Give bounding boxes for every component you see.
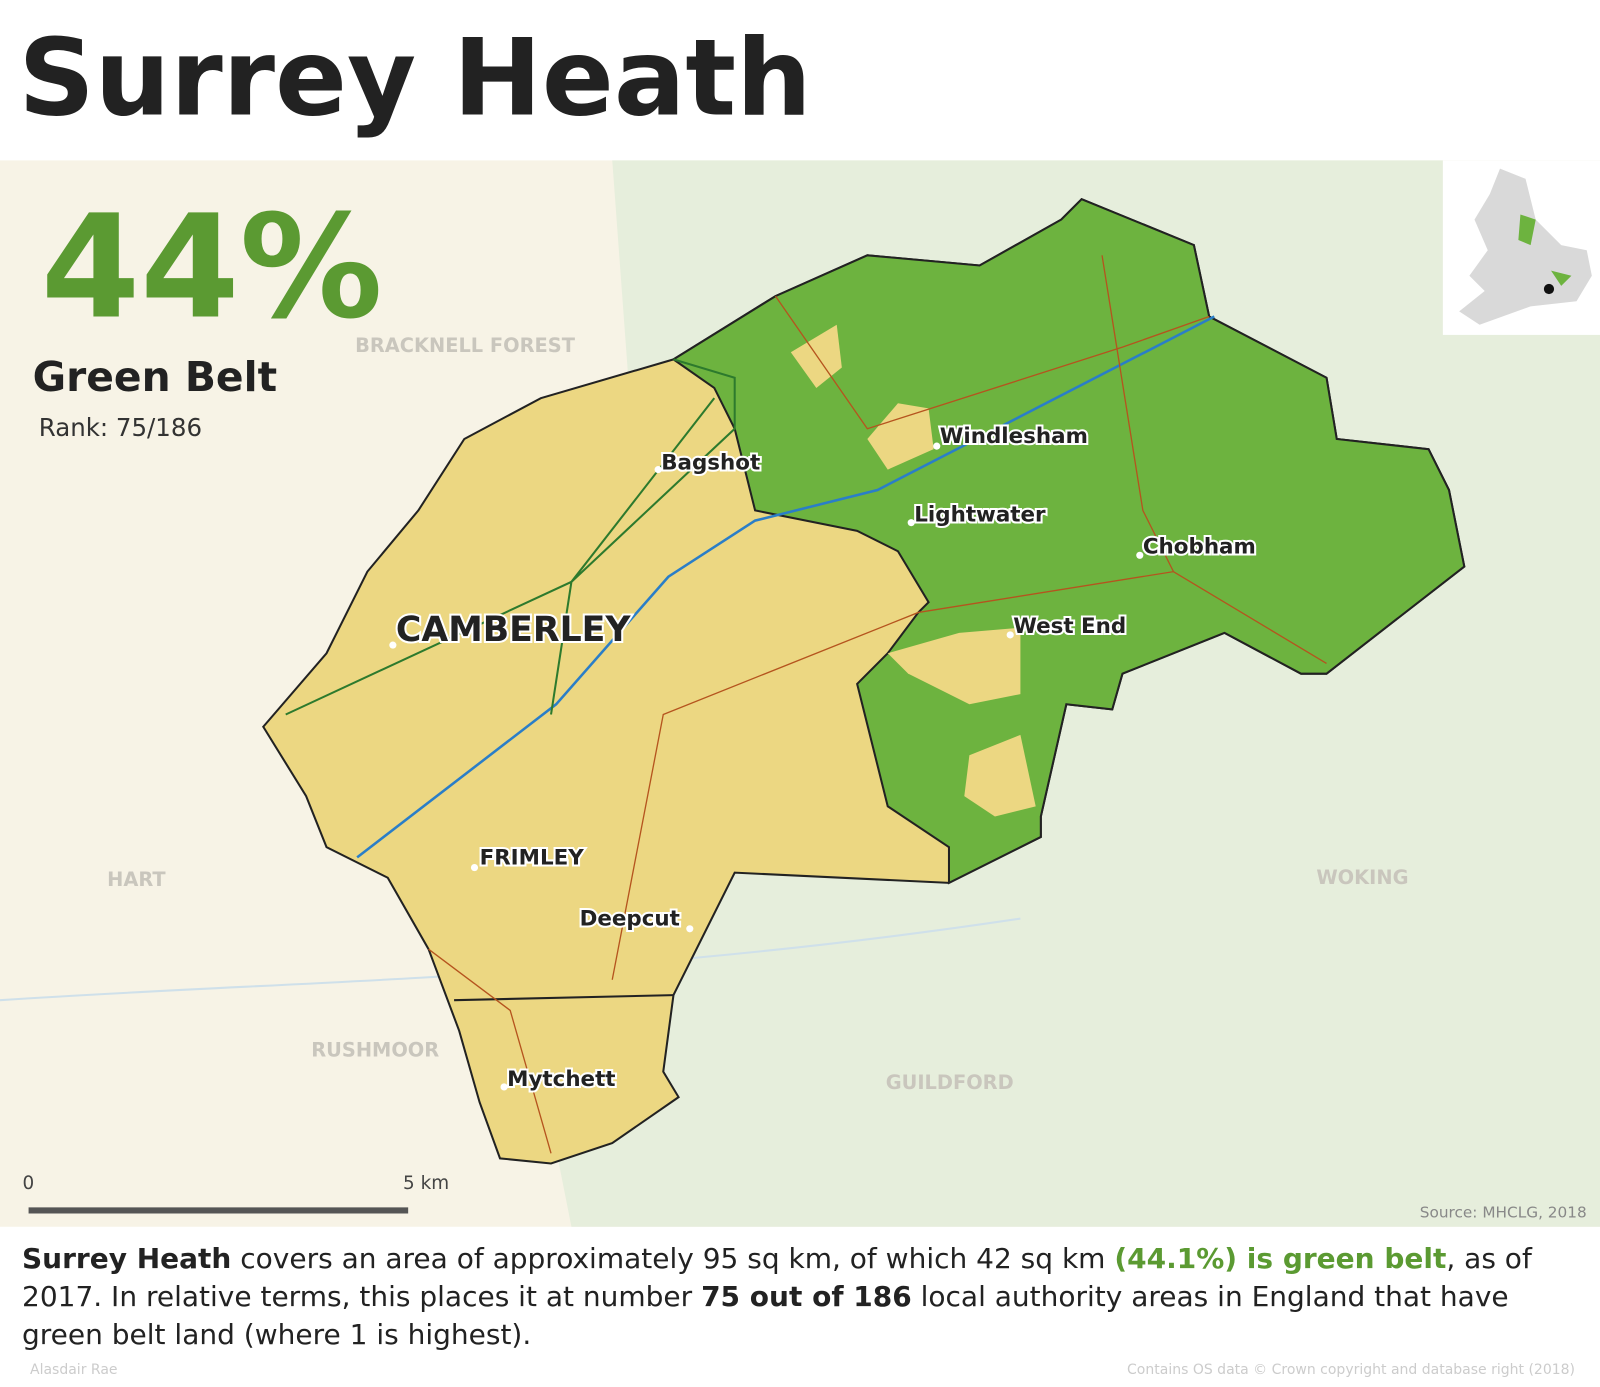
place-label: Deepcut bbox=[580, 907, 680, 932]
inset-england bbox=[1459, 168, 1592, 325]
green-belt bbox=[671, 197, 1466, 885]
copyright: Contains OS data © Crown copyright and d… bbox=[1127, 1362, 1575, 1378]
place-label: Bagshot bbox=[661, 451, 760, 476]
road bbox=[285, 358, 736, 716]
description-part: 75 out of 186 bbox=[701, 1280, 912, 1313]
rank: Rank: 75/186 bbox=[39, 413, 202, 442]
place-label: Lightwater bbox=[914, 503, 1046, 528]
description-part: , as of 2017. In relative terms, this pl… bbox=[22, 1242, 1532, 1313]
town-dots bbox=[389, 442, 1144, 1091]
urban-area bbox=[964, 734, 1036, 817]
description: Surrey Heath covers an area of approxima… bbox=[22, 1240, 1562, 1354]
description-part: local authority areas in England that ha… bbox=[22, 1280, 1509, 1351]
place-label: CAMBERLEY bbox=[396, 610, 631, 650]
stat-value: 44% bbox=[41, 184, 383, 351]
scale-label: 5 km bbox=[403, 1173, 449, 1194]
neighbour-label: RUSHMOOR bbox=[311, 1038, 439, 1061]
place-label: Chobham bbox=[1143, 534, 1256, 559]
neighbour-label: BRACKNELL FOREST bbox=[355, 334, 576, 357]
urban-area bbox=[887, 627, 1021, 705]
description-part: (44.1%) is green belt bbox=[1114, 1242, 1447, 1275]
place-label: West End bbox=[1013, 614, 1126, 639]
urban-area bbox=[867, 403, 934, 470]
railway bbox=[356, 315, 1215, 859]
neighbour-label: GUILDFORD bbox=[886, 1071, 1014, 1094]
neighbour-label: HART bbox=[107, 868, 166, 891]
boundary bbox=[454, 994, 674, 1002]
place-label: FRIMLEY bbox=[480, 845, 585, 870]
place-label: Mytchett bbox=[507, 1067, 615, 1092]
road bbox=[428, 255, 1327, 1154]
inset-green-belt bbox=[1518, 214, 1572, 286]
source: Source: MHCLG, 2018 bbox=[1420, 1204, 1587, 1222]
description-part: Surrey Heath bbox=[22, 1242, 232, 1275]
place-label: Windlesham bbox=[940, 424, 1088, 449]
description-part: covers an area of approximately 95 sq km… bbox=[231, 1242, 1115, 1275]
credit: Alasdair Rae bbox=[30, 1362, 118, 1378]
scale-label: 0 bbox=[22, 1173, 34, 1194]
urban-area bbox=[790, 324, 842, 388]
map: Surrey Heath 44% Green Belt Rank: 75/186… bbox=[0, 16, 1600, 1227]
stat-label: Green Belt bbox=[33, 353, 277, 401]
inset-location bbox=[1543, 283, 1555, 295]
neighbour-label: WOKING bbox=[1316, 866, 1408, 889]
title: Surrey Heath bbox=[18, 16, 811, 140]
